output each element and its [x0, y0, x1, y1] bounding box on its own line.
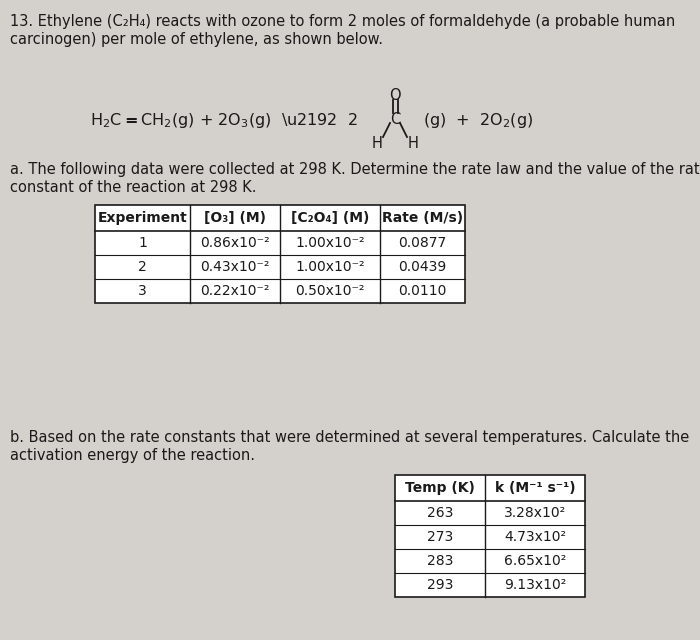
- Text: b. Based on the rate constants that were determined at several temperatures. Cal: b. Based on the rate constants that were…: [10, 430, 689, 445]
- Text: 9.13x10²: 9.13x10²: [504, 578, 566, 592]
- Text: 2: 2: [138, 260, 147, 274]
- Text: 293: 293: [427, 578, 453, 592]
- Bar: [95, 205, 465, 303]
- Text: (g)  +  2O$_2$(g): (g) + 2O$_2$(g): [423, 111, 533, 129]
- Text: O: O: [389, 88, 401, 102]
- Text: H$_2$C$\mathbf{=}$CH$_2$(g) + 2O$_3$(g)  \u2192  2: H$_2$C$\mathbf{=}$CH$_2$(g) + 2O$_3$(g) …: [90, 111, 358, 129]
- Text: [C₂O₄] (M): [C₂O₄] (M): [290, 211, 369, 225]
- Text: C: C: [390, 113, 400, 127]
- Text: 1: 1: [138, 236, 147, 250]
- Text: Temp (K): Temp (K): [405, 481, 475, 495]
- Text: 0.0439: 0.0439: [398, 260, 447, 274]
- Text: 283: 283: [427, 554, 453, 568]
- Text: 3.28x10²: 3.28x10²: [504, 506, 566, 520]
- Text: 0.50x10⁻²: 0.50x10⁻²: [295, 284, 365, 298]
- Text: 0.43x10⁻²: 0.43x10⁻²: [200, 260, 270, 274]
- Text: 3: 3: [138, 284, 147, 298]
- Text: k (M⁻¹ s⁻¹): k (M⁻¹ s⁻¹): [495, 481, 575, 495]
- Text: constant of the reaction at 298 K.: constant of the reaction at 298 K.: [10, 180, 256, 195]
- Text: Experiment: Experiment: [97, 211, 188, 225]
- Text: Rate (M/s): Rate (M/s): [382, 211, 463, 225]
- Text: carcinogen) per mole of ethylene, as shown below.: carcinogen) per mole of ethylene, as sho…: [10, 32, 383, 47]
- Text: 273: 273: [427, 530, 453, 544]
- Text: 4.73x10²: 4.73x10²: [504, 530, 566, 544]
- Text: 0.22x10⁻²: 0.22x10⁻²: [200, 284, 270, 298]
- Text: a. The following data were collected at 298 K. Determine the rate law and the va: a. The following data were collected at …: [10, 162, 700, 177]
- Text: 0.0877: 0.0877: [398, 236, 447, 250]
- Text: 0.0110: 0.0110: [398, 284, 447, 298]
- Text: [O₃] (M): [O₃] (M): [204, 211, 266, 225]
- Text: 1.00x10⁻²: 1.00x10⁻²: [295, 236, 365, 250]
- Bar: [395, 475, 585, 597]
- Text: 0.86x10⁻²: 0.86x10⁻²: [200, 236, 270, 250]
- Text: 1.00x10⁻²: 1.00x10⁻²: [295, 260, 365, 274]
- Text: 13. Ethylene (C₂H₄) reacts with ozone to form 2 moles of formaldehyde (a probabl: 13. Ethylene (C₂H₄) reacts with ozone to…: [10, 14, 675, 29]
- Text: 263: 263: [427, 506, 453, 520]
- Text: H: H: [372, 136, 382, 150]
- Text: H: H: [407, 136, 419, 150]
- Text: 6.65x10²: 6.65x10²: [504, 554, 566, 568]
- Text: activation energy of the reaction.: activation energy of the reaction.: [10, 448, 255, 463]
